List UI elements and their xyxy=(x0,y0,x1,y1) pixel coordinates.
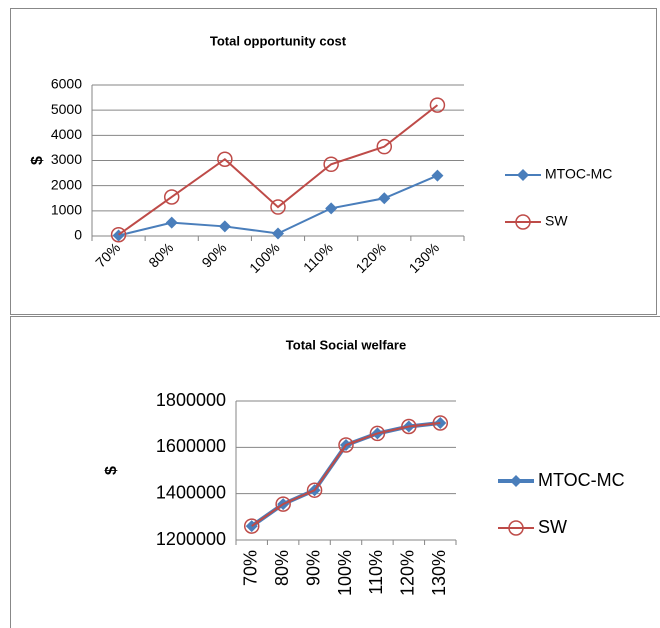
marker xyxy=(270,199,286,215)
x-tick-label: 120% xyxy=(352,239,389,276)
marker xyxy=(275,496,291,512)
marker xyxy=(401,418,417,435)
y-tick-label: 4000 xyxy=(51,126,82,142)
legend-label: SW xyxy=(538,517,567,537)
marker xyxy=(165,216,178,229)
legend-label: MTOC-MC xyxy=(538,470,625,490)
marker xyxy=(272,227,284,240)
marker xyxy=(306,482,323,498)
legend-label: SW xyxy=(545,213,568,229)
marker xyxy=(218,220,231,233)
y-tick-label: 1400000 xyxy=(156,482,226,502)
marker xyxy=(508,520,524,536)
y-axis-label: $ xyxy=(103,466,120,475)
chart-title: Total Social welfare xyxy=(286,337,406,352)
y-tick-label: 1800000 xyxy=(156,390,226,410)
marker xyxy=(323,156,339,173)
x-tick-label: 100% xyxy=(246,239,283,276)
x-tick-label: 120% xyxy=(398,550,418,596)
marker xyxy=(110,226,127,243)
y-tick-label: 2000 xyxy=(51,176,82,192)
x-tick-label: 80% xyxy=(272,550,292,586)
y-tick-label: 3000 xyxy=(51,151,82,167)
y-tick-label: 1600000 xyxy=(156,436,226,456)
x-tick-label: 100% xyxy=(335,550,355,596)
marker xyxy=(338,437,354,453)
marker xyxy=(369,425,386,442)
marker xyxy=(429,97,446,113)
x-tick-label: 80% xyxy=(145,239,176,270)
y-tick-label: 1200000 xyxy=(156,529,226,549)
marker xyxy=(517,169,529,181)
x-tick-label: 110% xyxy=(366,550,386,595)
x-tick-label: 70% xyxy=(92,239,123,270)
marker xyxy=(163,189,180,205)
x-tick-label: 130% xyxy=(429,550,449,596)
marker xyxy=(431,169,444,182)
y-tick-label: 0 xyxy=(74,227,82,243)
marker xyxy=(217,151,233,167)
marker xyxy=(325,202,338,215)
chart-title: Total opportunity cost xyxy=(210,33,347,48)
y-tick-label: 6000 xyxy=(51,76,82,92)
chart-frame xyxy=(10,8,657,315)
x-tick-label: 130% xyxy=(406,239,443,276)
marker xyxy=(515,214,531,230)
line xyxy=(118,174,438,237)
x-tick-label: 90% xyxy=(198,239,229,270)
x-tick-label: 90% xyxy=(303,550,323,586)
marker xyxy=(243,518,260,534)
legend-label: MTOC-MC xyxy=(545,166,612,182)
marker xyxy=(378,192,391,205)
y-axis-label: $ xyxy=(29,156,46,165)
marker xyxy=(376,138,393,155)
marker xyxy=(510,475,522,487)
marker xyxy=(432,415,449,431)
line xyxy=(251,422,441,527)
y-tick-label: 1000 xyxy=(51,202,82,218)
y-tick-label: 5000 xyxy=(51,101,82,117)
x-tick-label: 110% xyxy=(300,239,336,275)
x-tick-label: 70% xyxy=(240,550,260,586)
line xyxy=(117,104,439,236)
